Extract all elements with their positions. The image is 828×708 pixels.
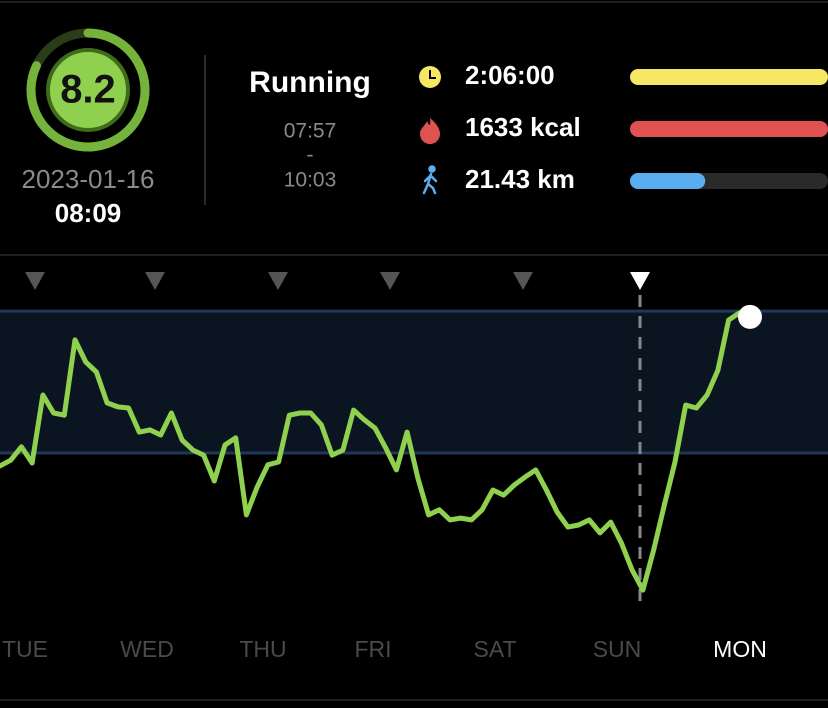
score-badge (46, 48, 130, 132)
session-marker (25, 272, 45, 290)
flame-icon (420, 118, 440, 144)
session-marker (268, 272, 288, 290)
day-label: TUE (2, 636, 48, 662)
day-label: SAT (473, 636, 516, 662)
current-point (738, 304, 762, 329)
day-label: THU (239, 636, 286, 662)
time-separator: - (307, 144, 314, 167)
progress-fill (630, 69, 828, 85)
time: 08:09 (55, 198, 122, 228)
end-time: 10:03 (284, 169, 337, 192)
score-line (0, 310, 753, 593)
activity-name: Running (249, 66, 371, 99)
day-label: SUN (593, 636, 642, 662)
progress-fill (630, 121, 828, 137)
session-marker (630, 272, 650, 290)
score-value: 8.2 (60, 68, 116, 112)
start-time: 07:57 (284, 120, 337, 143)
session-marker (513, 272, 533, 290)
stat-text: 1633 kcal (465, 112, 581, 142)
day-label: WED (120, 636, 174, 662)
target-band (0, 311, 828, 453)
clock-icon (419, 66, 441, 88)
date: 2023-01-16 (22, 164, 155, 194)
score-ring (26, 28, 150, 152)
stat-text: 21.43 km (465, 164, 575, 194)
walk-icon (422, 165, 438, 195)
session-marker (380, 272, 400, 290)
session-marker (145, 272, 165, 290)
day-label: FRI (354, 636, 391, 662)
day-label: MON (713, 636, 767, 662)
stat-text: 2:06:00 (465, 60, 555, 90)
progress-fill (630, 173, 706, 189)
